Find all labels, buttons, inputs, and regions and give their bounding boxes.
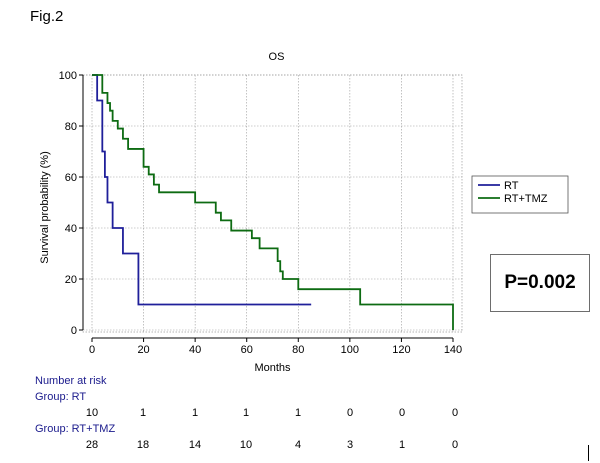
x-tick-label: 80	[292, 344, 304, 356]
y-axis-label: Survival probability (%)	[39, 151, 51, 263]
grid-layer	[82, 74, 463, 333]
chart-title: OS	[269, 51, 285, 63]
x-tick-label: 100	[341, 344, 359, 356]
p-value-text: P=0.002	[504, 272, 576, 293]
x-tick-label: 20	[137, 344, 149, 356]
x-tick-label: 40	[189, 344, 201, 356]
y-tick-label: 60	[65, 172, 77, 184]
figure-label: Fig.2	[30, 8, 64, 25]
x-tick-label: 0	[89, 344, 95, 356]
legend-label: RT	[504, 180, 519, 192]
p-value-box: P=0.002	[490, 254, 590, 312]
x-axis-label: Months	[254, 362, 291, 374]
y-tick-label: 80	[65, 121, 77, 133]
text-cursor	[588, 445, 589, 461]
axes-layer: 0 20 40 60 80 100 0 20 40 60 80 100 120 140 OS Months Su…	[39, 51, 462, 374]
series-line-rt-tmz	[92, 74, 454, 330]
x-tick-label: 120	[392, 344, 410, 356]
y-tick-label: 100	[59, 70, 77, 82]
legend-box	[471, 175, 569, 214]
y-tick-label: 40	[65, 223, 77, 235]
y-tick-label: 20	[65, 274, 77, 286]
legend-label: RT+TMZ	[504, 193, 548, 205]
series-layer	[92, 74, 454, 330]
y-tick-label: 0	[71, 325, 77, 337]
x-tick-label: 60	[241, 344, 253, 356]
series-line-rt	[92, 74, 312, 306]
x-tick-label: 140	[444, 344, 462, 356]
plot-frame	[82, 74, 463, 333]
